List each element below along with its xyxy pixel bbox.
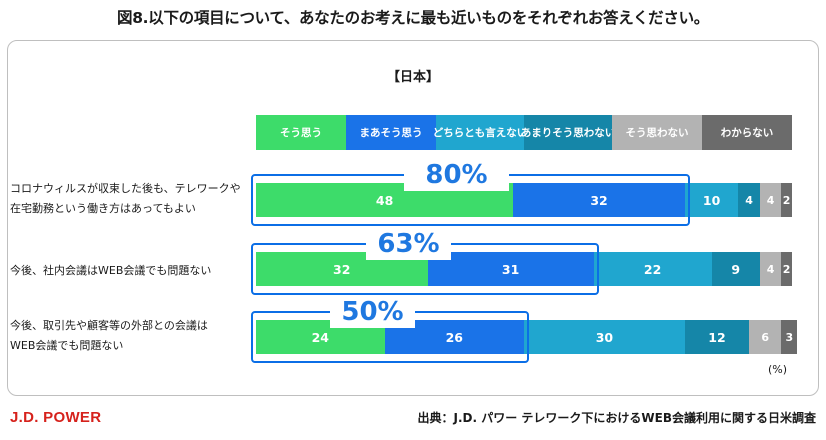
data-label: 3 — [785, 330, 794, 344]
data-label: 9 — [731, 261, 741, 277]
data-label: 31 — [501, 261, 520, 277]
bar-segment: 3 — [781, 320, 798, 354]
legend-item: まあそう思う — [346, 115, 436, 150]
legend-item: そう思わない — [612, 115, 702, 150]
data-label: 24 — [311, 329, 330, 345]
legend-item: わからない — [702, 115, 792, 150]
bar-segment: 31 — [427, 252, 594, 286]
bar-segment: 32 — [256, 252, 428, 286]
bar-segment: 4 — [759, 183, 782, 217]
source-note: 出典：J.D. パワー テレワーク下におけるWEB会議利用に関する日米調査 — [417, 411, 816, 425]
chart-panel — [7, 40, 819, 396]
data-label: 48 — [375, 192, 394, 208]
bar-segment: 2 — [781, 183, 792, 217]
bar-segment: 4 — [759, 252, 782, 286]
page-title: 図8.以下の項目について、あなたのお考えに最も近いものをそれぞれお答えください。 — [117, 9, 709, 27]
top-two-total-badge: 63% — [366, 228, 451, 260]
bar-segment: 4 — [738, 183, 760, 217]
bar-segment: 12 — [684, 320, 750, 354]
data-label: 10 — [702, 192, 721, 208]
bar-segment: 9 — [711, 252, 760, 286]
data-label: 26 — [445, 329, 463, 345]
data-label: 32 — [590, 192, 608, 208]
category-label: コロナウィルスが収束した後も、テレワークや — [10, 182, 241, 195]
bar-segment: 30 — [524, 320, 685, 354]
data-label: 30 — [595, 329, 614, 345]
legend-item: あまりそう思わない — [521, 115, 615, 150]
data-label: 4 — [766, 193, 775, 207]
bar-segment: 32 — [513, 183, 685, 217]
data-label: 22 — [643, 261, 662, 277]
chart-subtitle: 【日本】 — [386, 70, 439, 85]
unit-label: (%) — [768, 363, 788, 376]
bar-segment: 2 — [781, 252, 792, 286]
data-label: 4 — [745, 193, 753, 207]
data-label: 2 — [782, 193, 791, 207]
bar-segment: 10 — [684, 183, 739, 217]
top-two-total-badge: 50% — [330, 296, 415, 328]
bar-segment: 22 — [593, 252, 712, 286]
category-label: 今後、取引先や顧客等の外部との会議は — [10, 319, 208, 332]
legend-item: どちらとも言えない — [433, 115, 527, 150]
category-label: WEB会議でも問題ない — [10, 339, 124, 352]
jd-power-logo: J.D. POWER — [10, 409, 102, 426]
bar-segment: 6 — [749, 320, 782, 354]
data-label: 2 — [782, 262, 791, 276]
data-label: 4 — [766, 262, 775, 276]
category-label: 在宅勤務という働き方はあってもよい — [10, 202, 196, 215]
data-label: 12 — [708, 329, 726, 345]
top-two-total-badge: 80% — [404, 159, 509, 191]
data-label: 32 — [333, 261, 351, 277]
category-label: 今後、社内会議はWEB会議でも問題ない — [10, 264, 212, 277]
data-label: 6 — [761, 330, 770, 344]
legend-item: そう思う — [256, 115, 346, 150]
